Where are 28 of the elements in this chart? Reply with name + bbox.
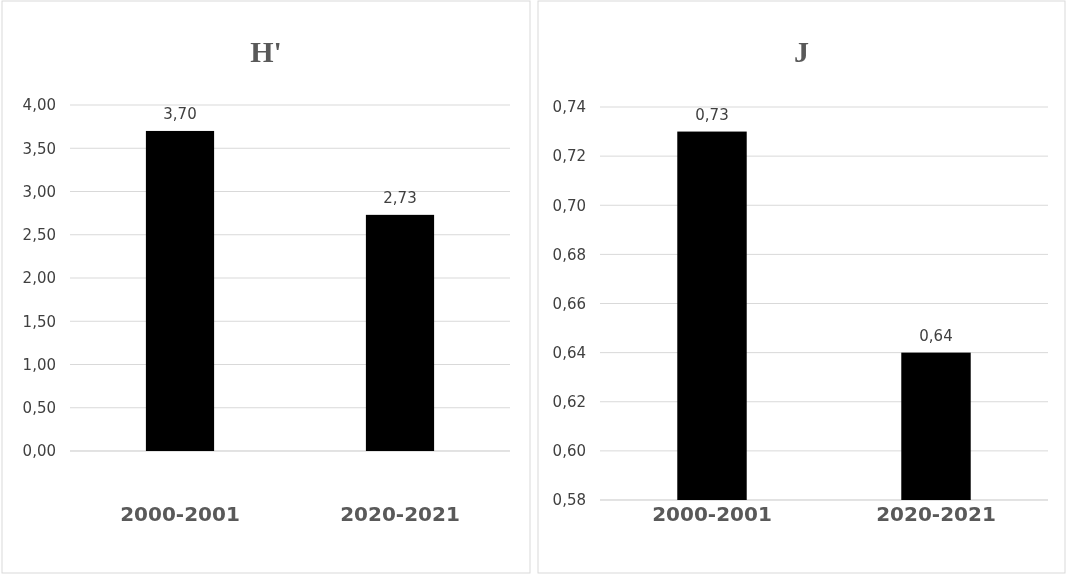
y-tick-label: 2,50 [22, 226, 56, 245]
y-tick-label: 0,68 [552, 245, 586, 264]
y-tick-label: 4,00 [22, 96, 56, 115]
y-tick-label: 0,70 [552, 196, 586, 215]
y-tick-label: 3,00 [22, 182, 56, 201]
chart-title: H' [250, 35, 282, 68]
y-tick-label: 1,50 [22, 312, 56, 331]
y-tick-label: 0,72 [552, 147, 586, 166]
y-tick-label: 0,66 [552, 294, 586, 313]
data-label: 0,73 [695, 105, 729, 124]
x-tick-label: 2020-2021 [340, 502, 460, 527]
y-tick-label: 3,50 [22, 139, 56, 158]
y-tick-label: 0,74 [552, 98, 586, 117]
y-tick-label: 2,00 [22, 269, 56, 288]
data-label: 2,73 [383, 188, 417, 207]
y-tick-label: 0,60 [552, 442, 586, 461]
data-label: 0,64 [919, 326, 953, 345]
y-tick-label: 0,58 [552, 491, 586, 510]
y-tick-label: 1,00 [22, 355, 56, 374]
x-tick-label: 2020-2021 [876, 502, 996, 527]
data-label: 3,70 [163, 104, 197, 123]
x-tick-label: 2000-2001 [652, 502, 772, 527]
chart-title: J [794, 35, 809, 68]
y-tick-label: 0,00 [22, 442, 56, 461]
y-tick-label: 0,64 [552, 343, 586, 362]
x-tick-label: 2000-2001 [120, 502, 240, 527]
y-tick-label: 0,50 [22, 399, 56, 418]
y-tick-label: 0,62 [552, 393, 586, 412]
